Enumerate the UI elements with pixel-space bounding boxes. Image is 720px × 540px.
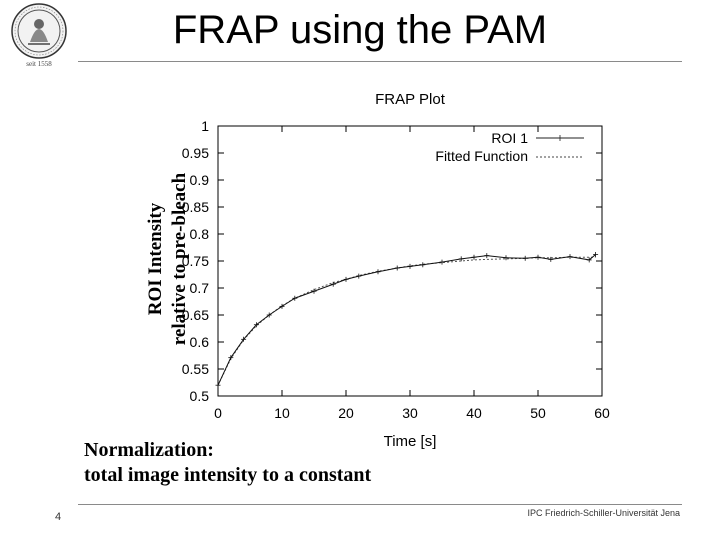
y-tick-label: 0.9 bbox=[190, 172, 210, 188]
data-point-roi1 bbox=[394, 265, 400, 271]
legend: ROI 1 Fitted Function bbox=[435, 130, 584, 164]
title-divider bbox=[78, 61, 682, 62]
data-point-roi1 bbox=[458, 256, 464, 262]
data-point-roi1 bbox=[330, 281, 336, 287]
x-tick-label: 0 bbox=[214, 405, 222, 421]
data-point-roi1 bbox=[253, 322, 259, 328]
normalization-note: Normalization: total image intensity to … bbox=[84, 438, 371, 488]
series-line-fitted-function bbox=[217, 256, 596, 386]
page-title: FRAP using the PAM bbox=[172, 8, 548, 52]
y-tick-label: 0.6 bbox=[190, 334, 210, 350]
y-tick-label: 0.7 bbox=[190, 280, 210, 296]
x-axis-label: Time [s] bbox=[384, 433, 437, 450]
data-point-roi1 bbox=[311, 288, 317, 294]
plot-frame bbox=[217, 125, 603, 397]
data-point-roi1 bbox=[471, 254, 477, 260]
data-point-roi1 bbox=[567, 254, 573, 260]
data-point-roi1 bbox=[343, 276, 349, 282]
data-point-roi1 bbox=[593, 252, 599, 258]
y-tick-label: 1 bbox=[201, 118, 209, 134]
y-tick-label: 0.95 bbox=[182, 145, 209, 161]
x-tick-label: 30 bbox=[402, 405, 418, 421]
data-point-roi1 bbox=[586, 257, 592, 263]
data-point-roi1 bbox=[292, 295, 298, 301]
data-point-roi1 bbox=[407, 263, 413, 269]
x-tick-label: 60 bbox=[594, 405, 610, 421]
page-number: 4 bbox=[55, 511, 62, 523]
data-point-roi1 bbox=[484, 253, 490, 259]
y-tick-label: 0.8 bbox=[190, 226, 210, 242]
data-point-roi1 bbox=[356, 273, 362, 279]
data-point-roi1 bbox=[420, 262, 426, 268]
y-tick-label: 0.65 bbox=[182, 307, 209, 323]
logo-caption: seit 1558 bbox=[26, 60, 52, 68]
y-tick-label: 0.75 bbox=[182, 253, 209, 269]
data-point-roi1 bbox=[375, 269, 381, 275]
x-tick-label: 10 bbox=[274, 405, 290, 421]
footer-divider bbox=[78, 504, 682, 505]
chart-title: FRAP Plot bbox=[375, 91, 446, 108]
data-point-roi1 bbox=[279, 303, 285, 309]
legend-label-roi1: ROI 1 bbox=[491, 130, 528, 146]
x-tick-label: 20 bbox=[338, 405, 354, 421]
note-heading: Normalization: bbox=[84, 439, 214, 461]
x-tick-label: 40 bbox=[466, 405, 482, 421]
y-tick-label: 0.85 bbox=[182, 199, 209, 215]
footer-text: IPC Friedrich-Schiller-Universität Jena bbox=[527, 508, 680, 518]
legend-marker-roi1 bbox=[557, 135, 563, 141]
series-line-roi1 bbox=[217, 254, 596, 386]
data-point-roi1 bbox=[503, 255, 509, 261]
data-point-roi1 bbox=[215, 382, 221, 388]
x-tick-label: 50 bbox=[530, 405, 546, 421]
y-tick-label: 0.5 bbox=[190, 388, 210, 404]
y-tick-label: 0.55 bbox=[182, 361, 209, 377]
university-seal-logo bbox=[11, 3, 67, 59]
data-point-roi1 bbox=[241, 336, 247, 342]
data-point-roi1 bbox=[228, 355, 234, 361]
data-point-roi1 bbox=[522, 255, 528, 261]
data-point-roi1 bbox=[535, 254, 541, 260]
data-point-roi1 bbox=[266, 312, 272, 318]
legend-label-fitted: Fitted Function bbox=[435, 148, 528, 164]
data-point-roi1 bbox=[439, 259, 445, 265]
note-body: total image intensity to a constant bbox=[84, 464, 372, 486]
data-point-roi1 bbox=[548, 256, 554, 262]
